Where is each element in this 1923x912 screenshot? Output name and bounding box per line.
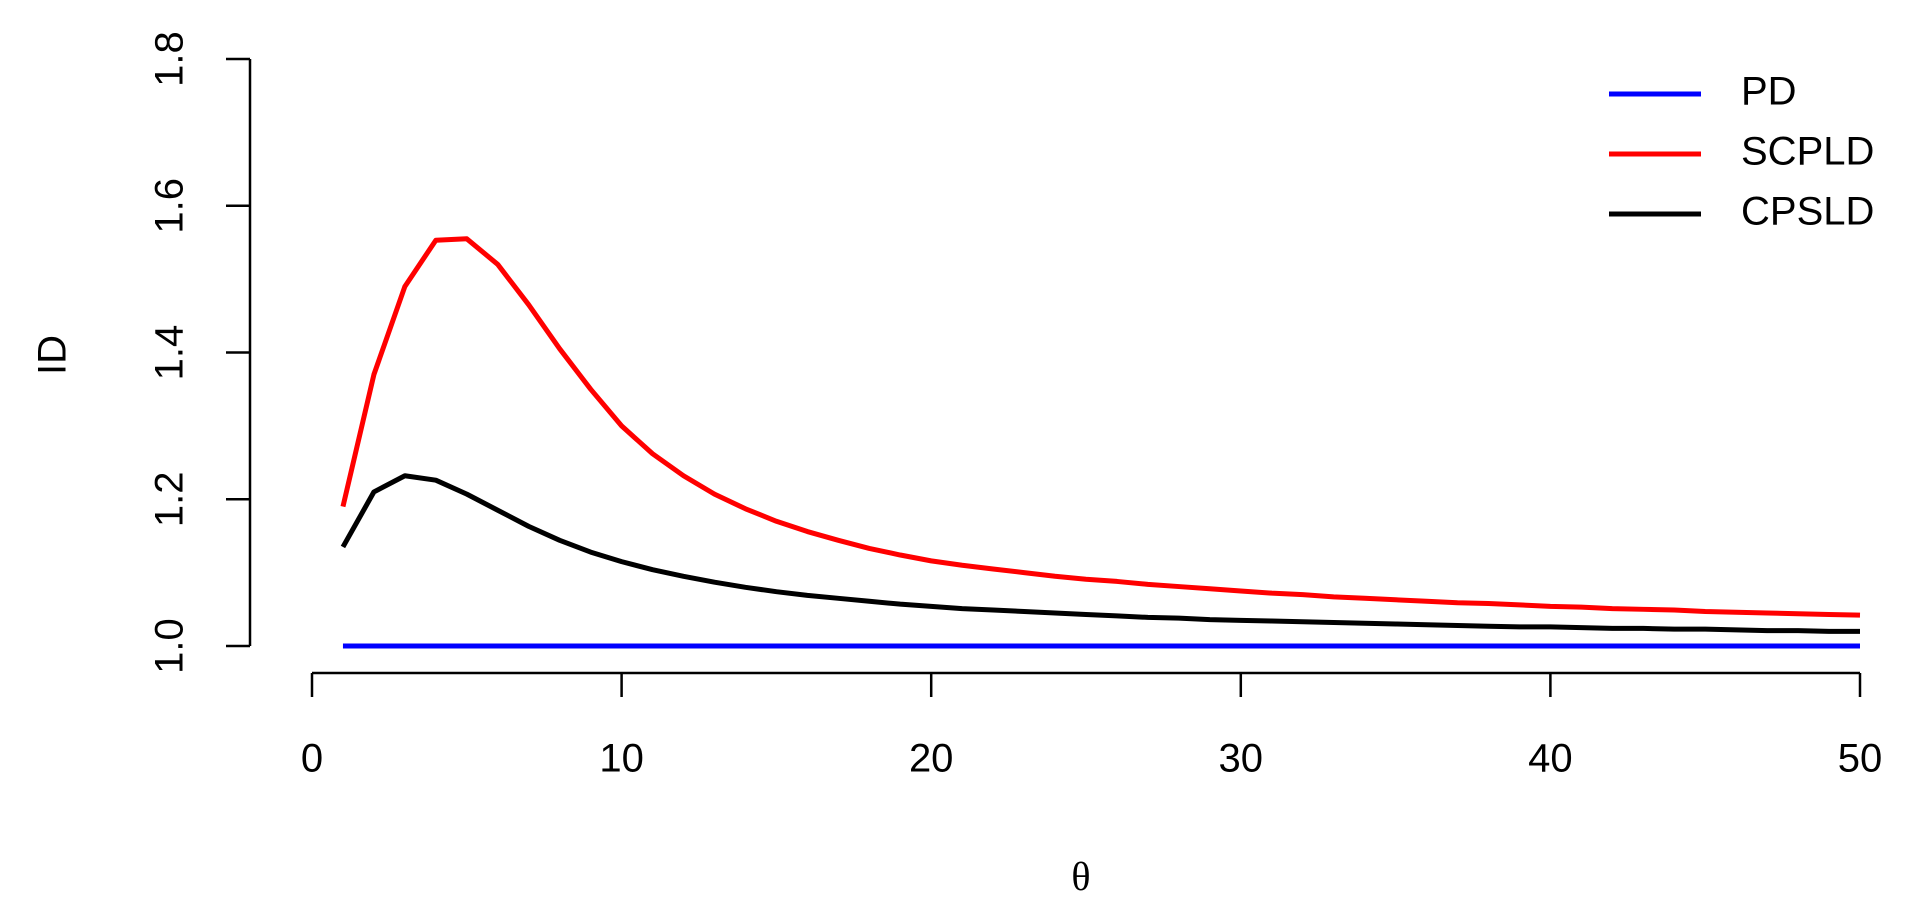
legend-label: SCPLD	[1741, 130, 1874, 174]
y-tick-label: 1.0	[148, 618, 192, 674]
x-axis-label: θ	[1071, 854, 1090, 899]
y-tick-label: 1.8	[148, 31, 192, 87]
y-tick-label: 1.6	[148, 178, 192, 234]
x-tick-label: 0	[301, 737, 323, 781]
x-tick-label: 10	[599, 737, 644, 781]
series-line	[340, 473, 1860, 634]
x-tick-label: 40	[1528, 737, 1573, 781]
x-tick-label: 30	[1219, 737, 1264, 781]
legend-label: PD	[1741, 70, 1797, 114]
y-tick-label: 1.4	[148, 325, 192, 381]
x-tick-label: 20	[909, 737, 954, 781]
legend-label: CPSLD	[1741, 190, 1874, 234]
y-axis-label: ID	[31, 335, 75, 375]
y-tick-label: 1.2	[148, 471, 192, 527]
x-tick-label: 50	[1838, 737, 1883, 781]
series-line	[340, 236, 1861, 618]
